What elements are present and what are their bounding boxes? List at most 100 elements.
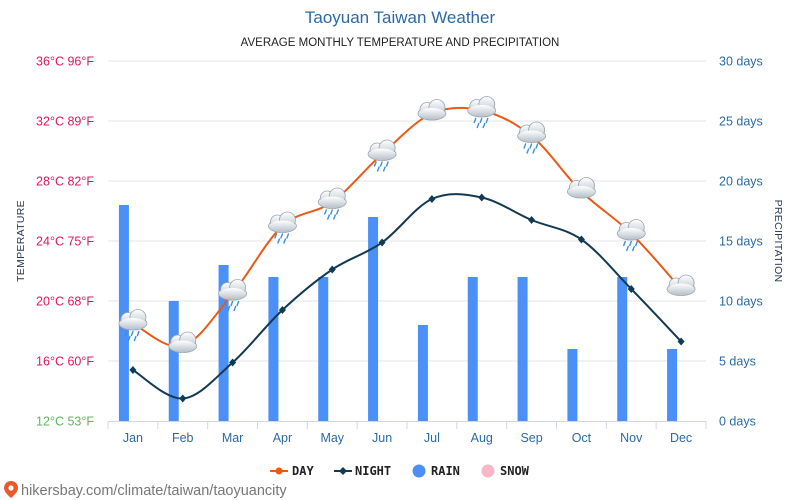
y-axis-right-label: PRECIPITATION (772, 200, 784, 283)
night-point (328, 265, 336, 274)
rain-drop (286, 233, 290, 239)
rain-bar (218, 265, 229, 421)
night-point (428, 195, 436, 203)
rain-cloud-icon (616, 219, 646, 252)
night-point (677, 337, 685, 346)
rain-drop (227, 305, 231, 312)
x-tick-label: Jan (123, 431, 143, 445)
rain-bar (617, 277, 628, 421)
rain-drop (526, 148, 530, 154)
cloud-part (668, 283, 695, 295)
source-link[interactable]: hikersbay.com/climate/taiwan/taoyuancity (4, 481, 287, 499)
sun-cloud-icon (567, 177, 596, 199)
x-tick-label: Nov (620, 431, 643, 445)
rain-drop (473, 117, 477, 124)
rain-cloud-icon (317, 187, 347, 220)
rain-drop (535, 143, 539, 149)
y-tick-left: 36°C 96°F (36, 55, 94, 69)
rain-drop (482, 122, 486, 129)
night-point (577, 235, 585, 244)
rain-bar (368, 217, 379, 421)
rain-drop (224, 300, 228, 307)
cloud-part (269, 220, 296, 232)
cloud-part (119, 318, 146, 329)
rain-bar (318, 277, 329, 421)
rain-drop (635, 240, 638, 247)
x-tick-label: Aug (471, 431, 493, 445)
y-axis-right: 0 days 5 days 10 days 15 days 20 days 25 days… (719, 55, 763, 429)
night-point (278, 306, 286, 314)
night-point (129, 366, 137, 374)
rain-cloud-icon (268, 211, 297, 244)
rain-drop (230, 300, 234, 307)
sun-rain-cloud-icon (517, 121, 546, 154)
night-point (378, 238, 386, 247)
rain-drop (124, 330, 128, 337)
rain-drop (376, 166, 380, 172)
legend-rain[interactable]: RAIN (412, 464, 460, 478)
temperature-lines (129, 106, 685, 403)
y-tick-left: 24°C 75°F (36, 235, 94, 249)
legend-rain-label: RAIN (431, 464, 460, 478)
rain-drop (333, 214, 336, 220)
y-tick-left: 20°C 68°F (36, 295, 94, 309)
x-tick-label: Mar (222, 431, 244, 445)
y-axis-left-label: TEMPERATURE (15, 200, 27, 282)
location-pin-icon (4, 481, 18, 498)
rain-drop (336, 209, 339, 215)
rain-drop (324, 209, 327, 215)
legend-night-label: NIGHT (355, 464, 391, 478)
rain-drop (330, 209, 333, 215)
rain-drop (382, 166, 386, 172)
rain-drop (373, 161, 377, 167)
rain-drop (385, 161, 389, 167)
y-tick-right: 15 days (719, 235, 763, 249)
rain-drop (632, 245, 635, 252)
rain-drop (623, 240, 626, 247)
cloud-part (568, 186, 595, 197)
x-tick-label: Dec (670, 431, 692, 445)
rain-drop (233, 305, 237, 312)
y-tick-left: 16°C 60°F (36, 355, 94, 369)
legend-night[interactable]: NIGHT (334, 464, 391, 478)
y-tick-right: 30 days (719, 55, 763, 69)
rain-bar (467, 277, 478, 421)
rain-bars (118, 205, 678, 421)
rain-bar (567, 349, 578, 421)
cloud-part (518, 130, 545, 142)
rain-drop (327, 214, 330, 220)
night-point (528, 216, 536, 224)
rain-drop (280, 233, 284, 239)
sun-cloud-icon (666, 274, 696, 296)
rain-drop (283, 238, 287, 244)
y-tick-left: 12°C 53°F (36, 415, 94, 429)
legend-day[interactable]: DAY (270, 464, 314, 478)
legend-snow[interactable]: SNOW (481, 464, 530, 478)
cloud-part (319, 196, 346, 208)
y-tick-right: 20 days (719, 175, 763, 189)
y-axis-left: 12°C 53°F 16°C 60°F 20°C 68°F 24°C 75°F 28°C… (36, 55, 94, 429)
night-point (179, 394, 187, 403)
y-tick-right: 5 days (719, 355, 756, 369)
y-tick-right: 25 days (719, 115, 763, 129)
rain-drop (379, 161, 383, 167)
rain-drop (130, 330, 134, 337)
rain-drop (236, 300, 240, 307)
rain-drop (127, 335, 131, 342)
y-tick-left: 28°C 82°F (36, 175, 94, 189)
rain-drop (523, 143, 527, 149)
rain-cloud-icon (218, 279, 247, 312)
rain-drop (277, 238, 281, 244)
rain-drop (629, 240, 632, 247)
x-tick-label: May (320, 431, 344, 445)
rain-drop (476, 122, 480, 129)
x-axis: Jan Feb Mar Apr May Jun Jul Aug Sep Oct Nov Dec (107, 421, 707, 445)
rain-bar (417, 325, 428, 421)
x-tick-label: Apr (273, 431, 292, 445)
rain-bar (268, 277, 279, 421)
cloud-part (369, 148, 396, 160)
y-tick-right: 10 days (719, 295, 763, 309)
sun-cloud-icon (417, 99, 447, 121)
source-url: hikersbay.com/climate/taiwan/taoyuancity (21, 483, 287, 499)
